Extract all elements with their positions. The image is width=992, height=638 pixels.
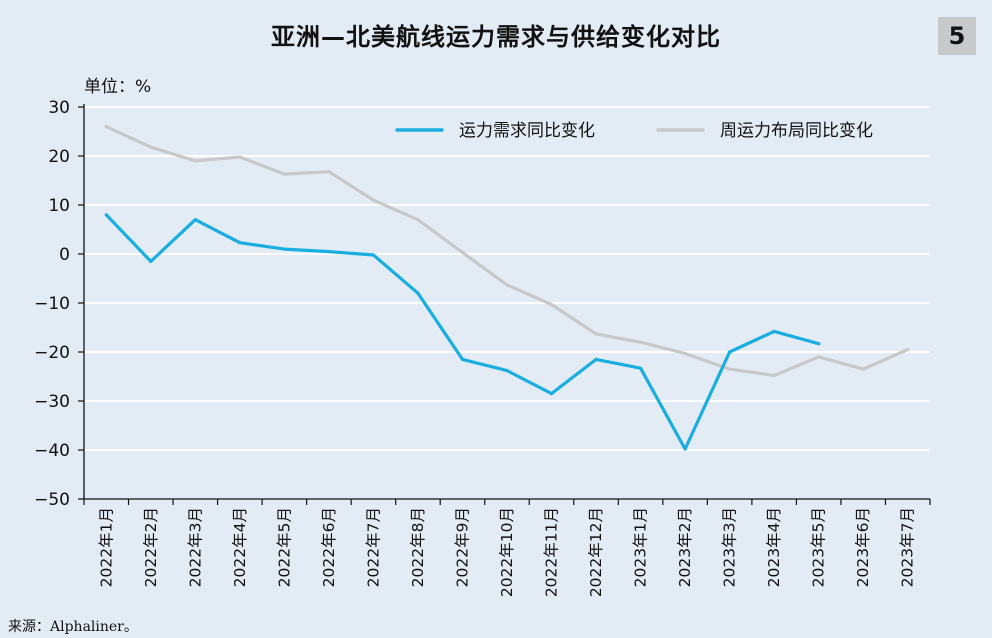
- demand-data-point: [416, 291, 420, 295]
- y-tick-label: −40: [34, 441, 70, 461]
- supply-data-point: [416, 218, 420, 222]
- supply-data-point: [149, 145, 153, 149]
- x-tick-label: 2022年4月: [231, 507, 249, 587]
- supply-data-point: [861, 367, 865, 371]
- x-tick-label: 2023年5月: [810, 507, 828, 587]
- supply-series-line: [104, 124, 910, 378]
- demand-data-point: [505, 369, 509, 373]
- x-tick-label: 2023年7月: [899, 507, 917, 587]
- demand-data-point: [193, 218, 197, 222]
- demand-data-point: [817, 342, 821, 346]
- supply-data-point: [505, 283, 509, 287]
- y-tick-label: −30: [34, 392, 70, 412]
- x-tick-label: 2022年11月: [543, 507, 561, 597]
- demand-data-point: [594, 357, 598, 361]
- demand-data-point: [371, 253, 375, 257]
- demand-data-point: [104, 213, 108, 217]
- unit-label: 单位：%: [84, 77, 152, 97]
- chart-title: 亚洲—北美航线运力需求与供给变化对比: [271, 23, 721, 51]
- supply-data-point: [104, 125, 108, 129]
- x-tick-label: 2022年1月: [97, 507, 115, 587]
- y-tick-label: 30: [48, 98, 70, 118]
- supply-data-point: [460, 250, 465, 255]
- x-tick-label: 2022年12月: [587, 507, 605, 597]
- x-tick-label: 2022年9月: [453, 507, 471, 587]
- y-tick-label: 10: [48, 196, 70, 216]
- demand-data-point: [460, 357, 465, 361]
- supply-data-point: [817, 355, 821, 359]
- data-series: [104, 124, 910, 451]
- supply-data-point: [371, 198, 375, 202]
- x-tick-label: 2022年2月: [142, 507, 160, 587]
- demand-series-line: [104, 213, 821, 451]
- y-tick-label: 0: [59, 245, 70, 265]
- x-tick-label: 2022年3月: [186, 507, 204, 587]
- figure-number-badge: 5: [938, 17, 976, 55]
- y-tick-label: 20: [48, 147, 70, 167]
- y-tick-label: −10: [34, 294, 70, 314]
- supply-data-point: [906, 348, 910, 352]
- supply-data-point: [549, 302, 554, 307]
- x-tick-label: 2022年10月: [498, 507, 516, 597]
- demand-data-point: [639, 366, 643, 370]
- x-tick-label: 2022年6月: [320, 507, 338, 587]
- x-tick-label: 2023年2月: [676, 507, 694, 587]
- supply-data-point: [594, 332, 598, 336]
- supply-data-point: [238, 155, 242, 159]
- supply-data-point: [639, 340, 643, 344]
- legend-demand-label: 运力需求同比变化: [459, 121, 595, 141]
- x-tick-label: 2023年6月: [854, 507, 872, 587]
- supply-data-point: [327, 170, 331, 174]
- x-tick-label: 2023年3月: [721, 507, 739, 587]
- demand-data-point: [683, 447, 687, 451]
- demand-data-point: [282, 247, 286, 251]
- x-tick-label: 2023年4月: [765, 507, 783, 587]
- x-tick-label: 2022年5月: [275, 507, 293, 587]
- demand-data-point: [149, 259, 153, 263]
- demand-data-point: [549, 392, 554, 396]
- legend: 运力需求同比变化 周运力布局同比变化: [395, 121, 873, 141]
- y-tick-label: −50: [34, 490, 70, 510]
- x-tick-label: 2022年7月: [364, 507, 382, 587]
- supply-data-point: [193, 159, 197, 163]
- supply-data-point: [282, 172, 286, 176]
- supply-data-point: [728, 367, 732, 371]
- supply-data-point: [772, 373, 776, 378]
- legend-supply-label: 周运力布局同比变化: [720, 121, 873, 141]
- x-tick-label: 2023年1月: [632, 507, 650, 587]
- demand-data-point: [238, 241, 242, 245]
- supply-data-point: [683, 351, 687, 356]
- demand-data-point: [728, 350, 732, 354]
- demand-data-point: [327, 250, 331, 254]
- x-tick-label: 2022年8月: [409, 507, 427, 587]
- demand-data-point: [772, 329, 776, 333]
- axes: [78, 104, 931, 505]
- grid-lines: [84, 106, 930, 451]
- source-note: 来源：Alphaliner。: [8, 619, 138, 635]
- y-axis-tick-labels: 30 20 10 0 −10 −20 −30 −40 −50: [34, 98, 70, 510]
- y-tick-label: −20: [34, 343, 70, 363]
- x-axis-tick-labels: 2022年1月 2022年2月 2022年3月 2022年4月 2022年5月 2022年…: [97, 507, 916, 597]
